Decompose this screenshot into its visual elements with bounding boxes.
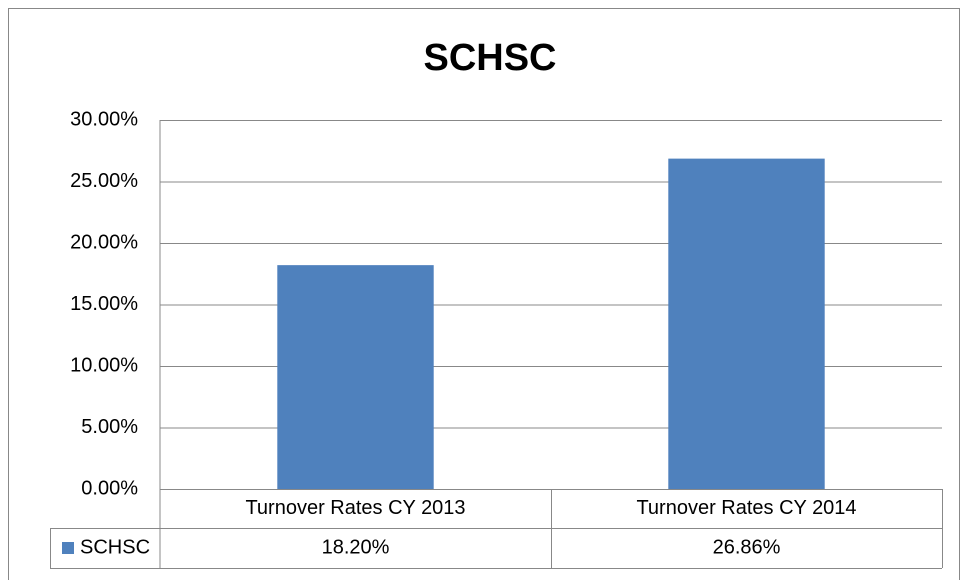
x-tick-label: Turnover Rates CY 2013 <box>245 497 465 519</box>
chart-title: SCHSC <box>423 37 556 79</box>
y-tick-label: 5.00% <box>81 416 138 438</box>
x-tick-label: Turnover Rates CY 2014 <box>636 497 856 519</box>
data-table-value: 18.20% <box>322 536 390 558</box>
data-table-value: 26.86% <box>713 536 781 558</box>
legend-swatch <box>62 542 74 554</box>
y-tick-label: 15.00% <box>70 293 138 315</box>
bar <box>668 158 825 489</box>
y-tick-label: 30.00% <box>70 108 138 130</box>
y-tick-label: 20.00% <box>70 231 138 253</box>
y-tick-label: 0.00% <box>81 477 138 499</box>
y-tick-label: 25.00% <box>70 170 138 192</box>
y-tick-label: 10.00% <box>70 354 138 376</box>
legend-label: SCHSC <box>80 536 150 558</box>
bar <box>277 265 434 489</box>
